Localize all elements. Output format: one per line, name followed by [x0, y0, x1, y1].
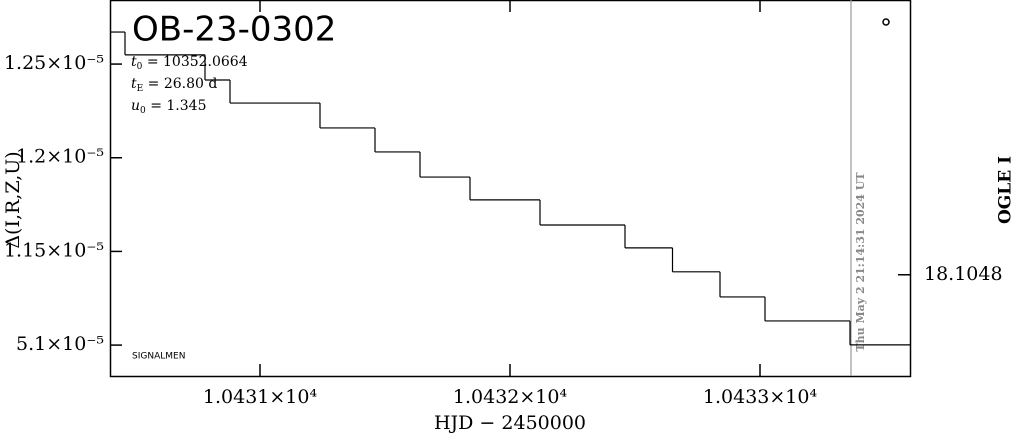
parameter-sub: E	[137, 84, 144, 94]
parameter: t0 = 10352.0664	[131, 54, 248, 72]
parameter-text: = 26.80 d	[143, 76, 217, 92]
x-tick-label: 1.0432×10⁴	[453, 386, 568, 408]
parameter-text: = 1.345	[146, 98, 207, 114]
parameter-symbol: t	[131, 76, 137, 92]
parameter-sub: 0	[137, 62, 143, 72]
parameter-sub: 0	[140, 106, 146, 116]
y-axis-label: Δ(I,R,Z,U)	[2, 151, 24, 248]
y2-tick-label: 18.1048	[924, 263, 1003, 285]
x-axis-label: HJD − 2450000	[434, 412, 586, 434]
parameter-symbol: t	[131, 54, 137, 70]
marker	[882, 18, 890, 26]
parameter: u0 = 1.345	[131, 98, 206, 116]
y-tick-label: 1.2×10⁻⁵	[16, 146, 104, 168]
footnote: SIGNALMEN	[132, 352, 185, 362]
parameter-symbol: u	[131, 98, 140, 114]
y-tick-label: 1.25×10⁻⁵	[4, 52, 104, 74]
parameter-text: = 10352.0664	[142, 54, 247, 70]
x-tick-label: 1.0431×10⁴	[203, 386, 318, 408]
y2-axis-label: OGLE I	[996, 156, 1014, 224]
x-tick-label: 1.0433×10⁴	[703, 386, 818, 408]
parameter: tE = 26.80 d	[131, 76, 217, 94]
chart-title: OB-23-0302	[132, 10, 336, 50]
y-tick-label: 5.1×10⁻⁵	[16, 333, 104, 355]
timestamp: Thu May 2 21:14:31 2024 UT	[854, 172, 867, 352]
y-tick-label: 1.15×10⁻⁵	[4, 239, 104, 261]
